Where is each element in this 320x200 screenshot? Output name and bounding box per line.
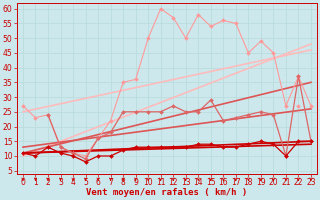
X-axis label: Vent moyen/en rafales ( km/h ): Vent moyen/en rafales ( km/h ) xyxy=(86,188,248,197)
